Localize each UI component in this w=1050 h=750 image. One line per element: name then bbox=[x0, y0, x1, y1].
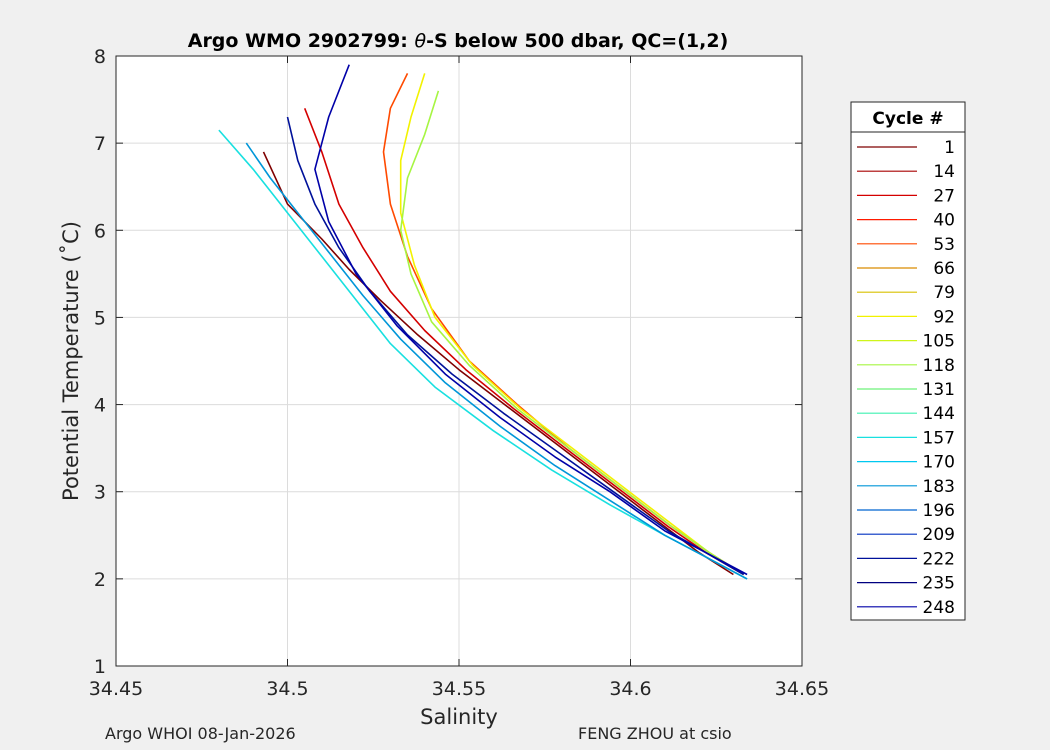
profile-lines bbox=[218, 64, 748, 580]
legend-label: 66 bbox=[933, 259, 955, 279]
x-tick-label: 34.6 bbox=[609, 678, 651, 700]
legend-label: 196 bbox=[923, 501, 955, 521]
x-tick-label: 34.5 bbox=[266, 678, 308, 700]
x-tick-label: 34.65 bbox=[775, 678, 829, 700]
chart-title-suffix: -S below 500 dbar, QC=(1,2) bbox=[426, 30, 728, 52]
legend-label: 40 bbox=[933, 211, 955, 231]
legend-label: 235 bbox=[923, 574, 955, 594]
profile-line-cycle-222 bbox=[286, 116, 745, 576]
x-tick-label: 34.45 bbox=[89, 678, 143, 700]
profile-line-cycle-27 bbox=[303, 108, 745, 576]
legend-label: 209 bbox=[923, 525, 955, 545]
y-tick-label: 4 bbox=[94, 395, 106, 417]
legend-label: 27 bbox=[933, 186, 955, 206]
legend-title: Cycle # bbox=[872, 109, 943, 129]
axis-ticks: 34.45 34.5 34.55 34.6 34.65 1 2 3 4 5 6 7 8 bbox=[89, 46, 829, 700]
profile-line-cycle-183 bbox=[245, 142, 748, 580]
legend-label: 14 bbox=[933, 162, 955, 182]
legend-label: 118 bbox=[923, 356, 955, 376]
profile-line-cycle-92 bbox=[399, 73, 745, 576]
y-tick-label: 8 bbox=[94, 46, 106, 68]
legend-label: 1 bbox=[944, 138, 955, 158]
y-tick-label: 2 bbox=[94, 569, 106, 591]
legend-label: 248 bbox=[923, 598, 955, 618]
profile-line-cycle-118 bbox=[399, 90, 745, 576]
y-axis-label: Potential Temperature (˚C) bbox=[59, 221, 83, 501]
legend-label: 222 bbox=[923, 549, 955, 569]
legend: Cycle # 1 14 27 40 53 66 79 92 105 118 131 144 157 17… bbox=[850, 101, 966, 621]
chart-title: Argo WMO 2902799: θ-S below 500 dbar, QC… bbox=[188, 30, 729, 52]
legend-label: 170 bbox=[923, 453, 955, 473]
x-tick-label: 34.55 bbox=[432, 678, 486, 700]
legend-label: 105 bbox=[923, 332, 955, 352]
y-tick-label: 3 bbox=[94, 482, 106, 504]
legend-entries: 1 14 27 40 53 66 79 92 105 118 131 144 157 170 183 196 2… bbox=[857, 138, 955, 618]
chart-title-theta: θ bbox=[414, 30, 426, 52]
footer-source-date: Argo WHOI 08-Jan-2026 bbox=[105, 724, 296, 743]
legend-label: 144 bbox=[923, 404, 955, 424]
y-tick-label: 5 bbox=[94, 307, 106, 329]
y-tick-label: 7 bbox=[94, 133, 106, 155]
legend-label: 92 bbox=[933, 307, 955, 327]
profile-line-cycle-1 bbox=[262, 151, 734, 576]
y-tick-label: 6 bbox=[94, 220, 106, 242]
legend-label: 131 bbox=[923, 380, 955, 400]
chart-title-prefix: Argo WMO 2902799: bbox=[188, 30, 415, 52]
legend-label: 79 bbox=[933, 283, 955, 303]
profile-line-cycle-248 bbox=[314, 64, 748, 576]
footer-operator: FENG ZHOU at csio bbox=[578, 724, 732, 743]
legend-label: 183 bbox=[923, 477, 955, 497]
y-tick-label: 1 bbox=[94, 656, 106, 678]
legend-label: 157 bbox=[923, 428, 955, 448]
x-axis-label: Salinity bbox=[420, 705, 498, 729]
legend-label: 53 bbox=[933, 235, 955, 255]
